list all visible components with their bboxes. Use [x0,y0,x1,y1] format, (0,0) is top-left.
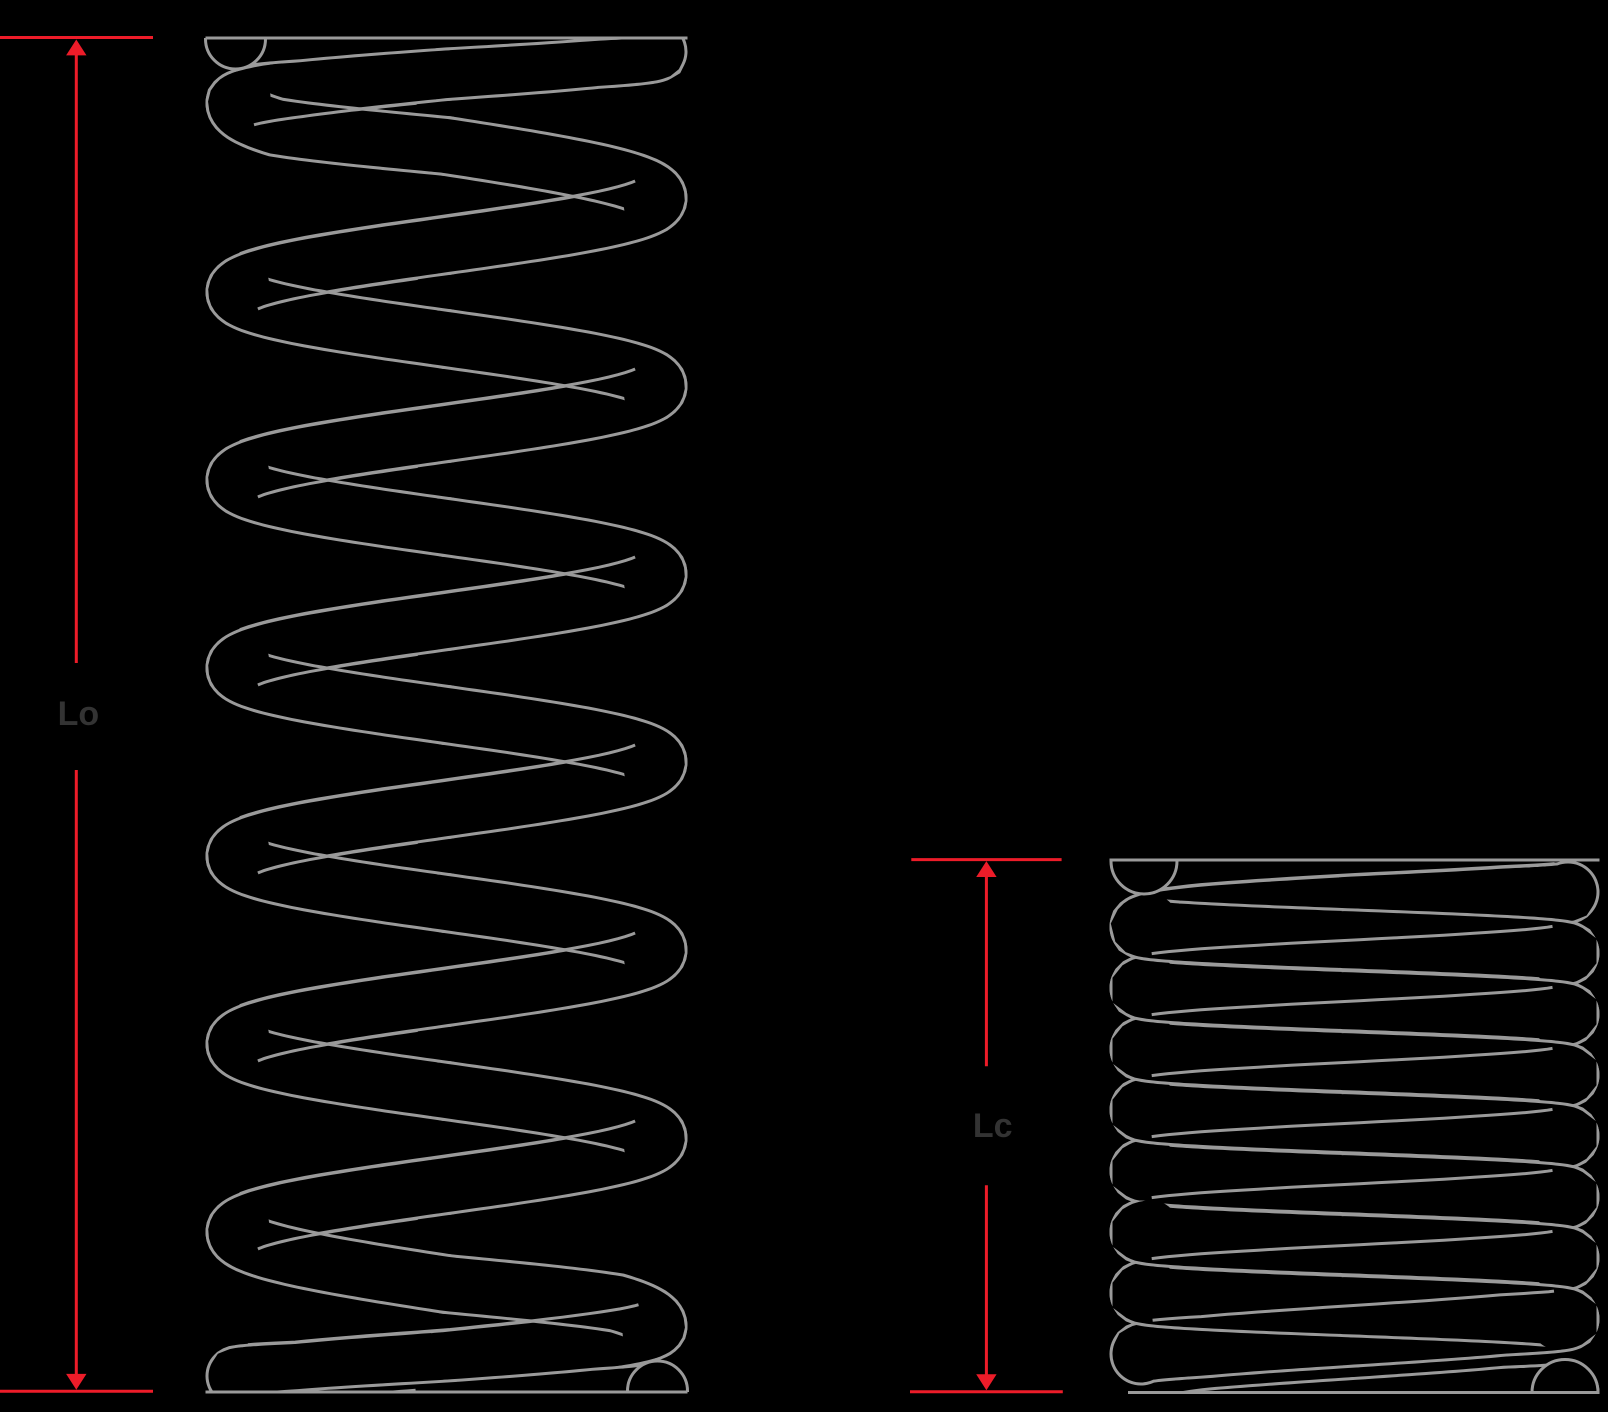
svg-text:Lo: Lo [58,695,100,733]
svg-text:Lc: Lc [973,1107,1013,1145]
